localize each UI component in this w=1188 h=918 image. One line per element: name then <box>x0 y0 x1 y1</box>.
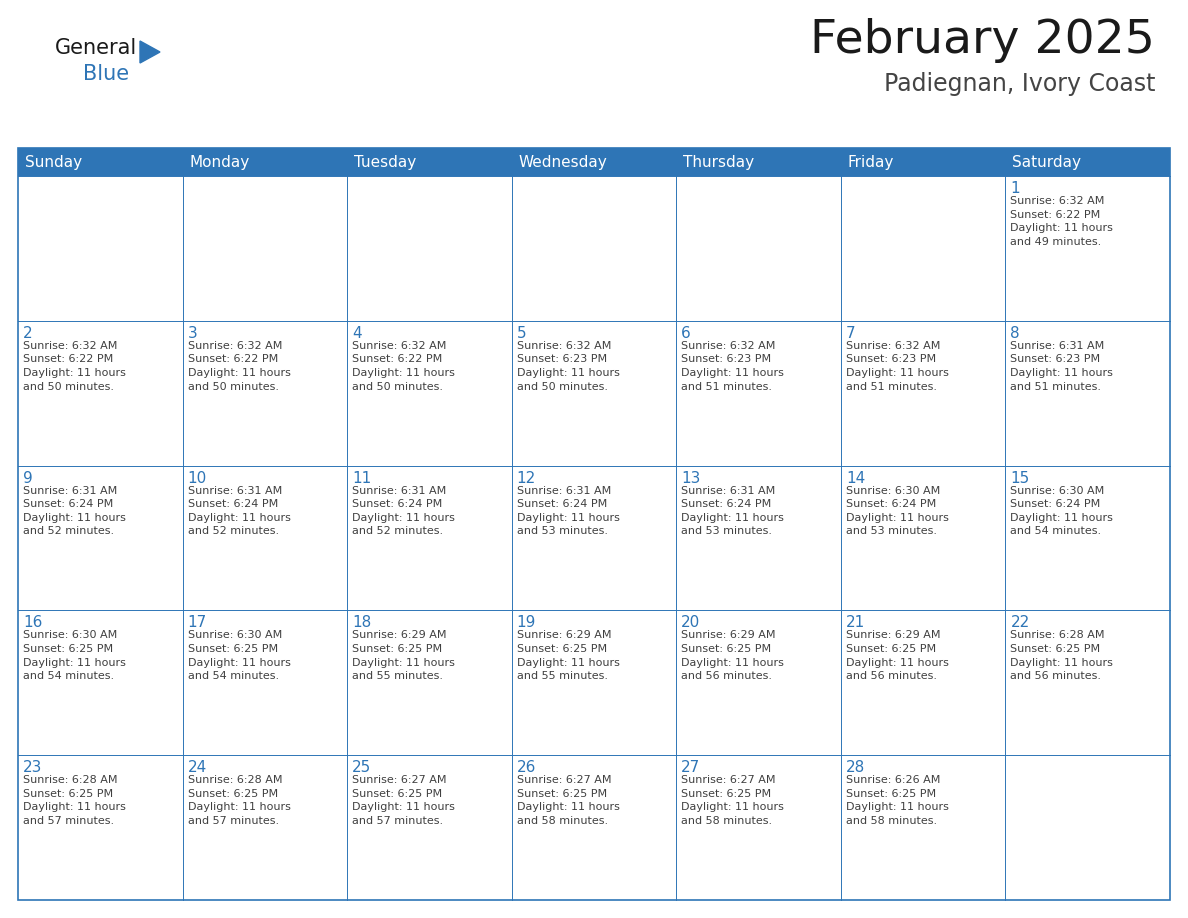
Text: 27: 27 <box>681 760 701 775</box>
Text: 11: 11 <box>352 471 372 486</box>
Polygon shape <box>140 41 160 63</box>
Text: Sunrise: 6:28 AM
Sunset: 6:25 PM
Daylight: 11 hours
and 57 minutes.: Sunrise: 6:28 AM Sunset: 6:25 PM Dayligh… <box>188 775 290 826</box>
Text: 13: 13 <box>681 471 701 486</box>
Text: Sunrise: 6:27 AM
Sunset: 6:25 PM
Daylight: 11 hours
and 58 minutes.: Sunrise: 6:27 AM Sunset: 6:25 PM Dayligh… <box>681 775 784 826</box>
Text: 23: 23 <box>23 760 43 775</box>
Text: 12: 12 <box>517 471 536 486</box>
Text: 5: 5 <box>517 326 526 341</box>
Text: Sunrise: 6:30 AM
Sunset: 6:25 PM
Daylight: 11 hours
and 54 minutes.: Sunrise: 6:30 AM Sunset: 6:25 PM Dayligh… <box>188 631 290 681</box>
Text: Sunrise: 6:29 AM
Sunset: 6:25 PM
Daylight: 11 hours
and 56 minutes.: Sunrise: 6:29 AM Sunset: 6:25 PM Dayligh… <box>846 631 949 681</box>
Text: 25: 25 <box>352 760 372 775</box>
Text: Blue: Blue <box>83 64 129 84</box>
Text: Sunrise: 6:30 AM
Sunset: 6:24 PM
Daylight: 11 hours
and 53 minutes.: Sunrise: 6:30 AM Sunset: 6:24 PM Dayligh… <box>846 486 949 536</box>
Text: 6: 6 <box>681 326 691 341</box>
Text: 3: 3 <box>188 326 197 341</box>
Text: Sunrise: 6:30 AM
Sunset: 6:25 PM
Daylight: 11 hours
and 54 minutes.: Sunrise: 6:30 AM Sunset: 6:25 PM Dayligh… <box>23 631 126 681</box>
Text: 21: 21 <box>846 615 865 631</box>
Text: Sunrise: 6:28 AM
Sunset: 6:25 PM
Daylight: 11 hours
and 56 minutes.: Sunrise: 6:28 AM Sunset: 6:25 PM Dayligh… <box>1011 631 1113 681</box>
Text: Sunrise: 6:31 AM
Sunset: 6:24 PM
Daylight: 11 hours
and 52 minutes.: Sunrise: 6:31 AM Sunset: 6:24 PM Dayligh… <box>352 486 455 536</box>
Text: 20: 20 <box>681 615 701 631</box>
Text: Sunrise: 6:31 AM
Sunset: 6:24 PM
Daylight: 11 hours
and 52 minutes.: Sunrise: 6:31 AM Sunset: 6:24 PM Dayligh… <box>188 486 290 536</box>
Text: Sunrise: 6:28 AM
Sunset: 6:25 PM
Daylight: 11 hours
and 57 minutes.: Sunrise: 6:28 AM Sunset: 6:25 PM Dayligh… <box>23 775 126 826</box>
Text: Sunrise: 6:32 AM
Sunset: 6:22 PM
Daylight: 11 hours
and 50 minutes.: Sunrise: 6:32 AM Sunset: 6:22 PM Dayligh… <box>352 341 455 392</box>
Text: Sunday: Sunday <box>25 154 82 170</box>
Text: Thursday: Thursday <box>683 154 754 170</box>
Bar <box>18 148 1170 900</box>
Text: 14: 14 <box>846 471 865 486</box>
Text: Tuesday: Tuesday <box>354 154 416 170</box>
Text: 10: 10 <box>188 471 207 486</box>
Text: 16: 16 <box>23 615 43 631</box>
Text: Sunrise: 6:27 AM
Sunset: 6:25 PM
Daylight: 11 hours
and 58 minutes.: Sunrise: 6:27 AM Sunset: 6:25 PM Dayligh… <box>517 775 620 826</box>
Text: Sunrise: 6:32 AM
Sunset: 6:23 PM
Daylight: 11 hours
and 51 minutes.: Sunrise: 6:32 AM Sunset: 6:23 PM Dayligh… <box>681 341 784 392</box>
Text: 8: 8 <box>1011 326 1020 341</box>
Text: 9: 9 <box>23 471 33 486</box>
Text: Sunrise: 6:31 AM
Sunset: 6:24 PM
Daylight: 11 hours
and 53 minutes.: Sunrise: 6:31 AM Sunset: 6:24 PM Dayligh… <box>681 486 784 536</box>
Text: Sunrise: 6:29 AM
Sunset: 6:25 PM
Daylight: 11 hours
and 55 minutes.: Sunrise: 6:29 AM Sunset: 6:25 PM Dayligh… <box>352 631 455 681</box>
Text: Sunrise: 6:29 AM
Sunset: 6:25 PM
Daylight: 11 hours
and 55 minutes.: Sunrise: 6:29 AM Sunset: 6:25 PM Dayligh… <box>517 631 620 681</box>
Text: 19: 19 <box>517 615 536 631</box>
Text: 4: 4 <box>352 326 362 341</box>
Text: Sunrise: 6:32 AM
Sunset: 6:22 PM
Daylight: 11 hours
and 50 minutes.: Sunrise: 6:32 AM Sunset: 6:22 PM Dayligh… <box>23 341 126 392</box>
Text: Sunrise: 6:32 AM
Sunset: 6:22 PM
Daylight: 11 hours
and 49 minutes.: Sunrise: 6:32 AM Sunset: 6:22 PM Dayligh… <box>1011 196 1113 247</box>
Text: Friday: Friday <box>848 154 895 170</box>
Text: 7: 7 <box>846 326 855 341</box>
Text: Padiegnan, Ivory Coast: Padiegnan, Ivory Coast <box>884 72 1155 96</box>
Text: Sunrise: 6:32 AM
Sunset: 6:22 PM
Daylight: 11 hours
and 50 minutes.: Sunrise: 6:32 AM Sunset: 6:22 PM Dayligh… <box>188 341 290 392</box>
Text: 18: 18 <box>352 615 372 631</box>
Text: Sunrise: 6:27 AM
Sunset: 6:25 PM
Daylight: 11 hours
and 57 minutes.: Sunrise: 6:27 AM Sunset: 6:25 PM Dayligh… <box>352 775 455 826</box>
Text: Saturday: Saturday <box>1012 154 1081 170</box>
Text: 28: 28 <box>846 760 865 775</box>
Text: Monday: Monday <box>190 154 249 170</box>
Text: Sunrise: 6:31 AM
Sunset: 6:24 PM
Daylight: 11 hours
and 52 minutes.: Sunrise: 6:31 AM Sunset: 6:24 PM Dayligh… <box>23 486 126 536</box>
Text: 15: 15 <box>1011 471 1030 486</box>
Text: 22: 22 <box>1011 615 1030 631</box>
Text: Sunrise: 6:31 AM
Sunset: 6:24 PM
Daylight: 11 hours
and 53 minutes.: Sunrise: 6:31 AM Sunset: 6:24 PM Dayligh… <box>517 486 620 536</box>
Text: 2: 2 <box>23 326 32 341</box>
Text: Sunrise: 6:32 AM
Sunset: 6:23 PM
Daylight: 11 hours
and 50 minutes.: Sunrise: 6:32 AM Sunset: 6:23 PM Dayligh… <box>517 341 620 392</box>
Text: Sunrise: 6:26 AM
Sunset: 6:25 PM
Daylight: 11 hours
and 58 minutes.: Sunrise: 6:26 AM Sunset: 6:25 PM Dayligh… <box>846 775 949 826</box>
Text: February 2025: February 2025 <box>810 18 1155 63</box>
Text: Sunrise: 6:31 AM
Sunset: 6:23 PM
Daylight: 11 hours
and 51 minutes.: Sunrise: 6:31 AM Sunset: 6:23 PM Dayligh… <box>1011 341 1113 392</box>
Text: Sunrise: 6:30 AM
Sunset: 6:24 PM
Daylight: 11 hours
and 54 minutes.: Sunrise: 6:30 AM Sunset: 6:24 PM Dayligh… <box>1011 486 1113 536</box>
Bar <box>18 148 1170 176</box>
Text: Wednesday: Wednesday <box>519 154 607 170</box>
Text: 1: 1 <box>1011 181 1020 196</box>
Text: 17: 17 <box>188 615 207 631</box>
Text: Sunrise: 6:32 AM
Sunset: 6:23 PM
Daylight: 11 hours
and 51 minutes.: Sunrise: 6:32 AM Sunset: 6:23 PM Dayligh… <box>846 341 949 392</box>
Text: 24: 24 <box>188 760 207 775</box>
Text: 26: 26 <box>517 760 536 775</box>
Text: Sunrise: 6:29 AM
Sunset: 6:25 PM
Daylight: 11 hours
and 56 minutes.: Sunrise: 6:29 AM Sunset: 6:25 PM Dayligh… <box>681 631 784 681</box>
Text: General: General <box>55 38 138 58</box>
